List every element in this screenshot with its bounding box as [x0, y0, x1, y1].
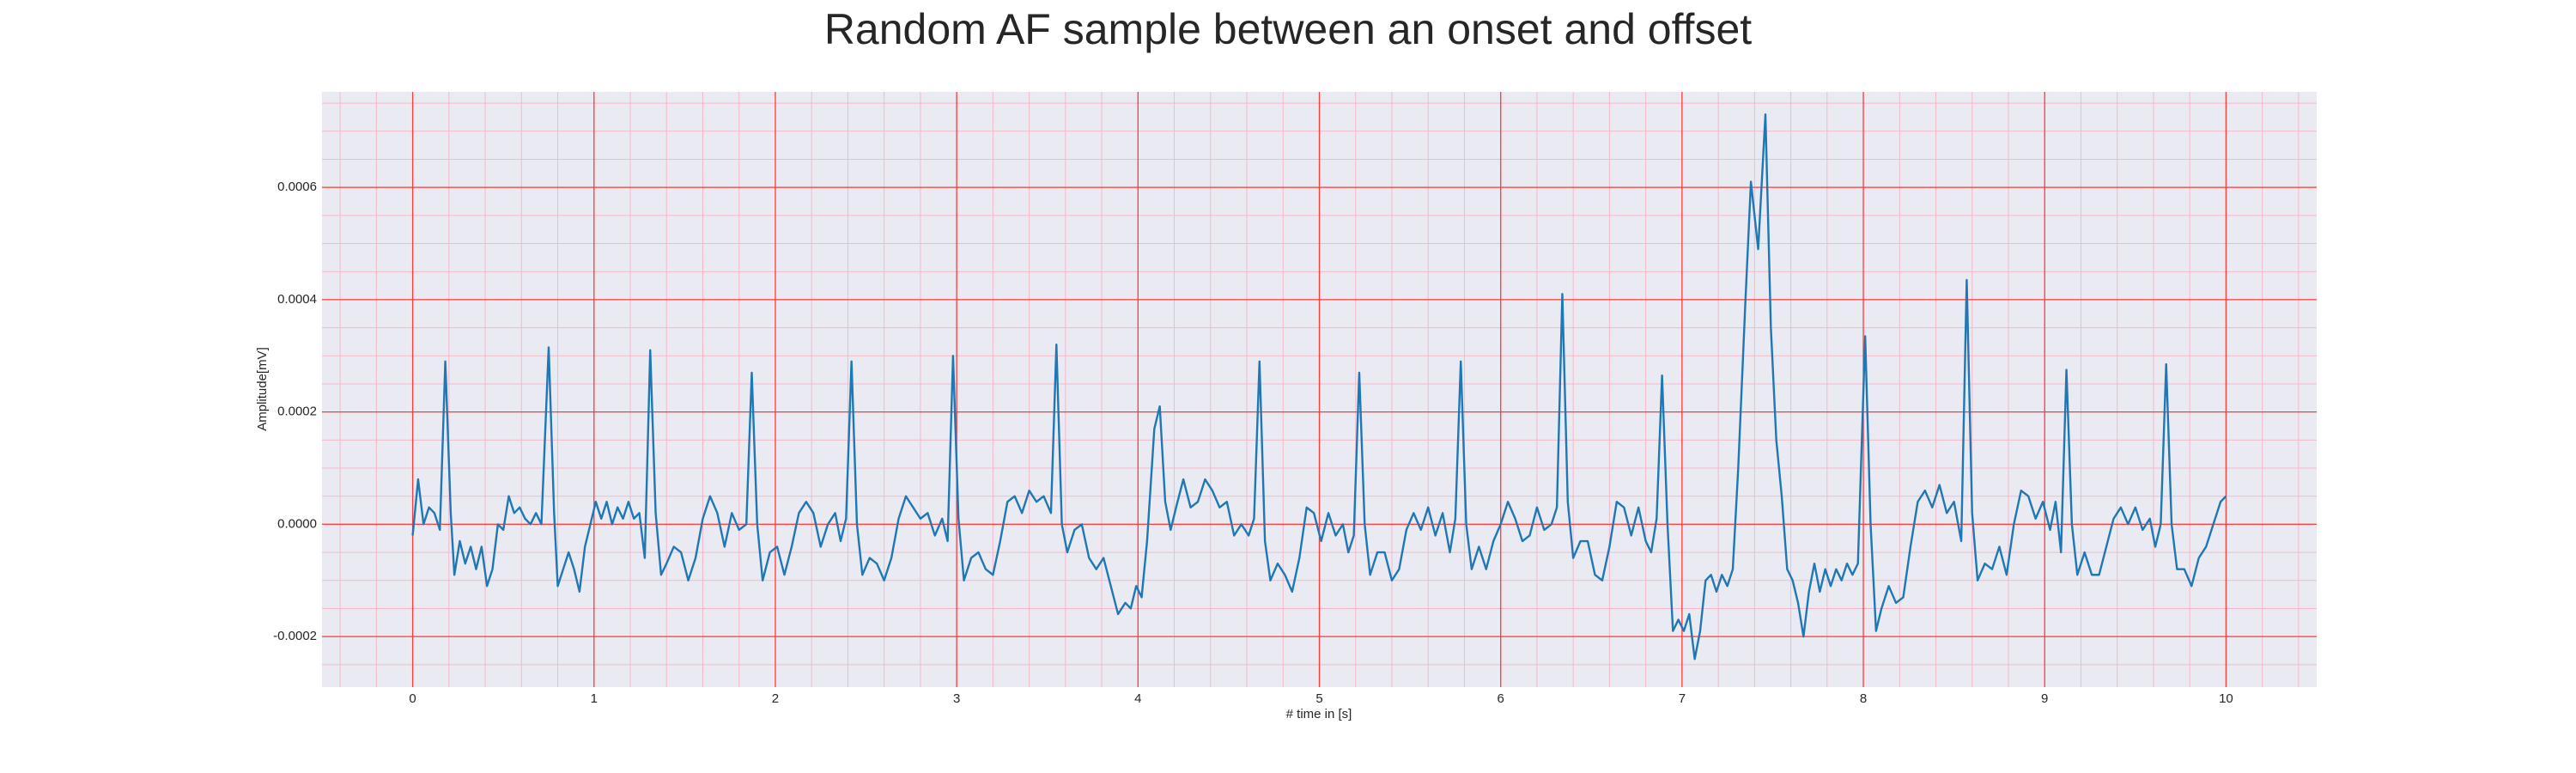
x-tick-label: 3: [953, 691, 960, 706]
x-tick-label: 7: [1679, 691, 1686, 706]
y-tick-label: 0.0002: [277, 405, 317, 419]
x-tick-label: 1: [591, 691, 598, 706]
y-tick-label: 0.0006: [277, 180, 317, 194]
x-tick-label: 6: [1498, 691, 1504, 706]
series-line: [411, 113, 2227, 660]
chart-title: Random AF sample between an onset and of…: [824, 5, 1752, 53]
y-tick-label: 0.0004: [277, 292, 317, 307]
x-tick-label: 9: [2041, 691, 2048, 706]
x-tick-label: 2: [772, 691, 779, 706]
y-tick-label: 0.0000: [277, 516, 317, 531]
x-tick-label: 10: [2219, 691, 2233, 706]
x-tick-label: 5: [1315, 691, 1322, 706]
x-axis-label: # time in [s]: [1286, 707, 1352, 721]
x-tick-label: 4: [1134, 691, 1141, 706]
x-tick-label: 0: [409, 691, 416, 706]
x-tick-label: 8: [1860, 691, 1867, 706]
y-tick-label: -0.0002: [273, 629, 317, 643]
y-axis-label: Amplitude[mV]: [255, 347, 270, 431]
